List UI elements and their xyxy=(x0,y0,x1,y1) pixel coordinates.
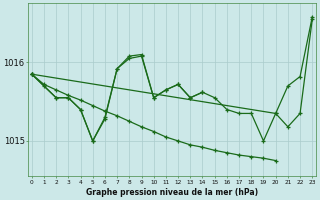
X-axis label: Graphe pression niveau de la mer (hPa): Graphe pression niveau de la mer (hPa) xyxy=(86,188,258,197)
